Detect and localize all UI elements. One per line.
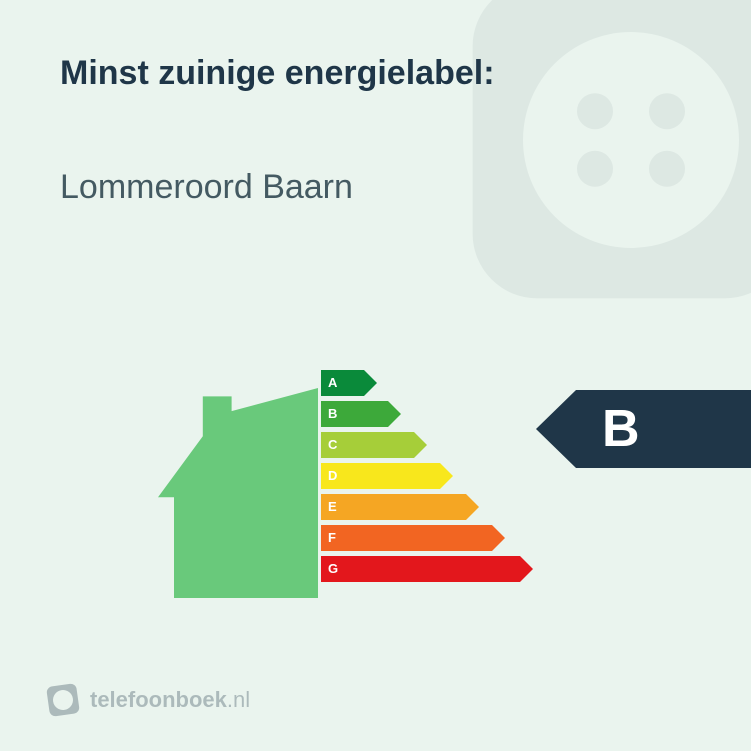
selected-badge-bg xyxy=(536,390,751,468)
selected-energy-badge: B xyxy=(536,390,751,468)
bar-letter: C xyxy=(328,432,337,458)
bar-letter: G xyxy=(328,556,338,582)
selected-energy-letter: B xyxy=(602,390,640,468)
bar-letter: D xyxy=(328,463,337,489)
brand-name: telefoonboek.nl xyxy=(90,687,250,713)
location-name: Lommeroord Baarn xyxy=(60,168,353,207)
bar-letter: A xyxy=(328,370,337,396)
bar-letter: B xyxy=(328,401,337,427)
bar-shape xyxy=(321,463,453,489)
bar-shape xyxy=(321,494,479,520)
page-title: Minst zuinige energielabel: xyxy=(60,54,495,93)
watermark-icon xyxy=(451,0,751,320)
house-icon xyxy=(158,388,318,598)
bar-letter: F xyxy=(328,525,336,551)
bar-shape xyxy=(321,525,505,551)
bar-letter: E xyxy=(328,494,337,520)
bar-shape xyxy=(321,556,533,582)
brand-logo-icon xyxy=(46,683,80,717)
footer-brand: telefoonboek.nl xyxy=(48,685,250,715)
